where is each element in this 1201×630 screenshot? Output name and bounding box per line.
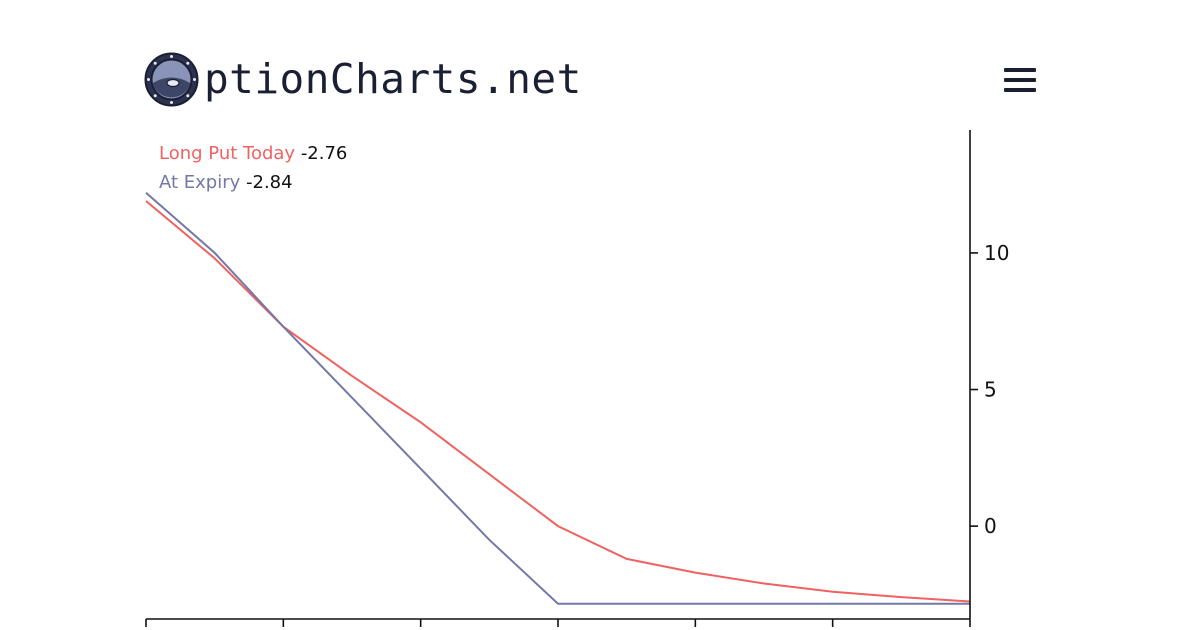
axes-layer: 0 5 10 bbox=[145, 130, 1009, 627]
legend-today-label: Long Put Today bbox=[159, 143, 295, 164]
series-line-expiry bbox=[145, 192, 970, 605]
legend-expiry-label: At Expiry bbox=[159, 172, 241, 193]
series-layer bbox=[145, 192, 971, 605]
site-logo[interactable]: ptionCharts.net bbox=[144, 52, 582, 107]
legend-today: Long Put Today -2.76 bbox=[159, 143, 347, 164]
legend-expiry: At Expiry -2.84 bbox=[159, 172, 293, 193]
logo-text: ptionCharts.net bbox=[204, 55, 582, 103]
porthole-logo-icon bbox=[144, 52, 199, 107]
hamburger-menu-icon[interactable] bbox=[1004, 68, 1036, 98]
legend-today-value: -2.76 bbox=[301, 143, 348, 164]
y-tick-label: 5 bbox=[984, 378, 997, 402]
y-tick-label: 0 bbox=[984, 514, 997, 538]
series-line-today bbox=[145, 200, 971, 603]
y-tick-label: 10 bbox=[984, 241, 1009, 265]
legend-expiry-value: -2.84 bbox=[246, 172, 293, 193]
